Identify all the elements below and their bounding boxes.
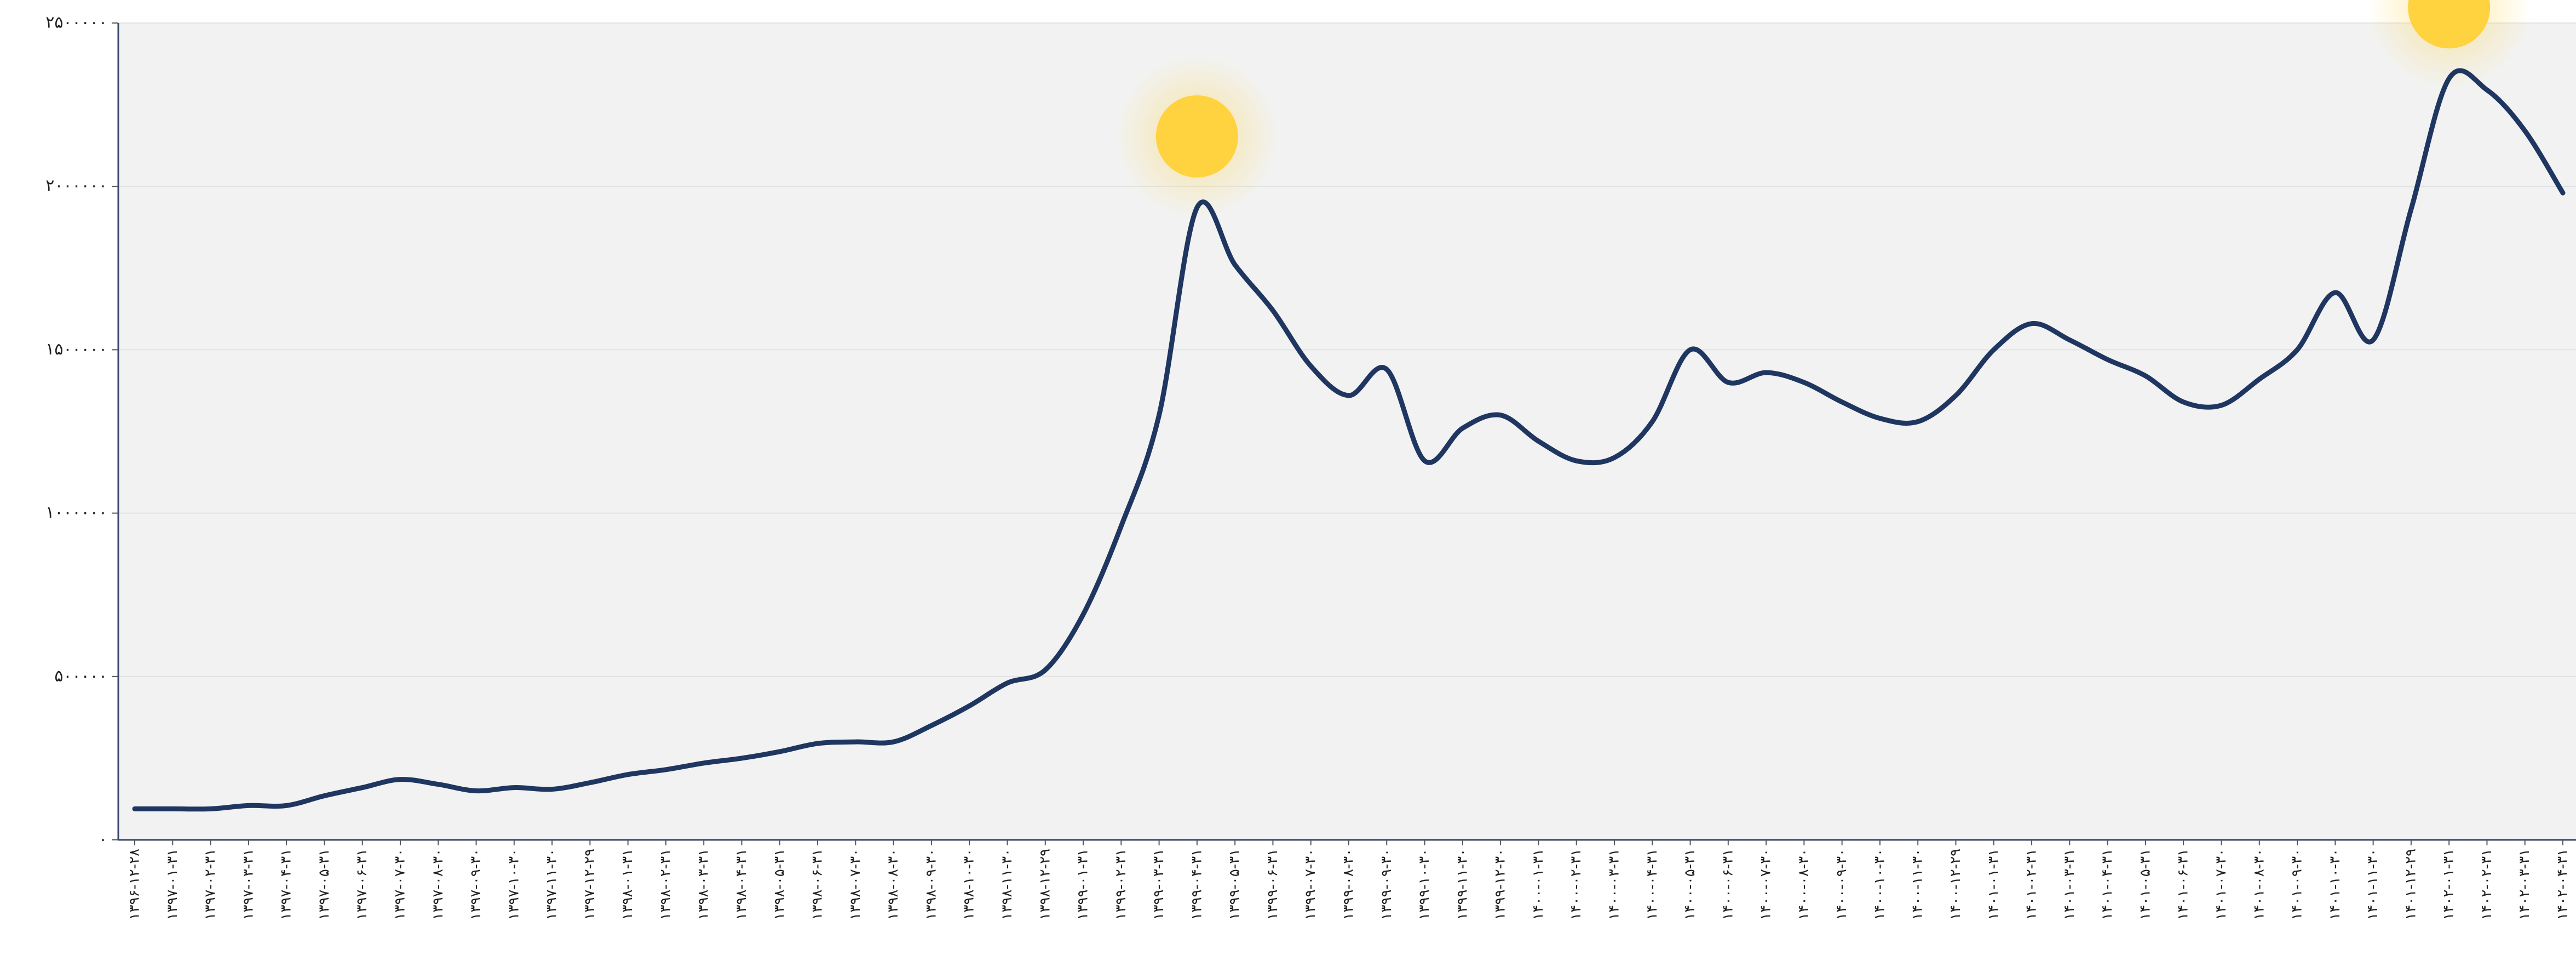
x-tick-label: ۱۴۰۱-۰۲-۳۱ (2023, 849, 2040, 920)
x-tick-label: ۱۳۹۹-۰۸-۳۰ (1341, 849, 1357, 920)
x-tick-label: ۱۳۹۸-۱۱-۳۰ (999, 849, 1015, 920)
x-tick-label: ۱۳۹۶-۱۲-۲۸ (127, 849, 143, 920)
x-tick-label: ۱۴۰۱-۱۱-۳۰ (2365, 849, 2381, 920)
x-tick-label: ۱۳۹۸-۰۲-۳۱ (657, 849, 674, 920)
x-tick-label: ۱۳۹۷-۰۴-۳۱ (278, 849, 295, 920)
x-tick-label: ۱۳۹۹-۰۲-۳۱ (1113, 849, 1129, 920)
x-tick-label: ۱۳۹۷-۱۱-۳۰ (544, 849, 560, 920)
x-tick-label: ۱۳۹۷-۰۱-۳۱ (164, 849, 181, 920)
x-tick-label: ۱۳۹۹-۱۲-۳۰ (1492, 849, 1509, 920)
x-tick-label: ۱۳۹۷-۰۳-۳۱ (240, 849, 256, 920)
x-tick-label: ۱۳۹۷-۱۰-۳۰ (505, 849, 522, 920)
x-tick-label: ۱۳۹۸-۰۶-۳۱ (809, 849, 826, 920)
x-tick-label: ۱۴۰۰-۰۴-۳۱ (1644, 849, 1660, 920)
x-tick-label: ۱۳۹۸-۱۲-۲۹ (1037, 849, 1053, 920)
x-tick-label: ۱۴۰۲-۰۴-۳۱ (2555, 849, 2571, 920)
x-tick-label: ۱۴۰۰-۰۶-۳۱ (1720, 849, 1736, 920)
x-tick-label: ۱۴۰۰-۰۵-۳۱ (1682, 849, 1698, 920)
x-tick-label: ۱۳۹۸-۰۱-۳۱ (619, 849, 636, 920)
x-tick-label: ۱۳۹۹-۰۳-۳۱ (1151, 849, 1167, 920)
x-tick-label: ۱۴۰۰-۰۳-۳۱ (1606, 849, 1622, 920)
y-tick-label: ۲۵۰۰۰۰۰ (45, 13, 107, 32)
x-tick-label: ۱۴۰۱-۰۷-۳۰ (2213, 849, 2229, 920)
x-tick-label: ۱۳۹۹-۰۵-۳۱ (1227, 849, 1243, 920)
x-tick-label: ۱۳۹۹-۰۹-۳۰ (1378, 849, 1395, 920)
x-tick-label: ۱۴۰۲-۰۲-۳۱ (2479, 849, 2495, 920)
y-tick-label: ۲۰۰۰۰۰۰ (45, 176, 107, 196)
plot-area (118, 23, 2576, 840)
x-tick-label: ۱۳۹۷-۰۷-۳۰ (392, 849, 408, 920)
x-tick-label: ۱۳۹۸-۰۳-۳۱ (695, 849, 712, 920)
x-tick-label: ۱۴۰۱-۰۹-۳۰ (2289, 849, 2305, 920)
x-tick-label: ۱۳۹۸-۰۵-۳۱ (771, 849, 787, 920)
x-tick-label: ۱۴۰۱-۱۰-۳۰ (2327, 849, 2343, 920)
y-tick-label: ۵۰۰۰۰۰ (54, 666, 107, 685)
line-series (132, 68, 2566, 812)
x-tick-label: ۱۴۰۱-۰۸-۳۰ (2251, 849, 2267, 920)
x-tick-label: ۱۳۹۷-۰۸-۳۰ (430, 849, 446, 920)
x-tick-label: ۱۳۹۸-۰۸-۳۰ (885, 849, 901, 920)
x-tick-label: ۱۴۰۰-۱۱-۳۰ (1910, 849, 1926, 920)
x-tick-label: ۱۴۰۲-۰۱-۳۱ (2441, 849, 2457, 920)
peak-highlight (1155, 95, 1238, 178)
x-tick-label: ۱۴۰۰-۰۲-۳۱ (1568, 849, 1584, 920)
y-tick-label: ۱۵۰۰۰۰۰ (45, 340, 107, 359)
x-tick-label: ۱۳۹۷-۱۲-۲۹ (582, 849, 598, 920)
x-tick-label: ۱۳۹۹-۰۶-۳۱ (1264, 849, 1281, 920)
y-tick-label: ۱۰۰۰۰۰۰ (45, 503, 107, 522)
x-tick-label: ۱۴۰۱-۰۳-۳۱ (2061, 849, 2078, 920)
x-tick-label: ۱۳۹۹-۱۱-۳۰ (1454, 849, 1470, 920)
x-tick-label: ۱۴۰۰-۱۲-۲۹ (1947, 849, 1964, 920)
x-tick-label: ۱۴۰۰-۰۹-۳۰ (1833, 849, 1850, 920)
x-tick-label: ۱۳۹۸-۰۹-۳۰ (923, 849, 939, 920)
x-tick-label: ۱۴۰۱-۱۲-۲۹ (2402, 849, 2419, 920)
x-tick-label: ۱۳۹۹-۰۴-۳۱ (1188, 849, 1205, 920)
x-tick-label: ۱۳۹۷-۰۲-۳۱ (202, 849, 219, 920)
x-tick-label: ۱۴۰۱-۰۵-۳۱ (2137, 849, 2153, 920)
x-tick-label: ۱۴۰۰-۰۱-۳۱ (1530, 849, 1546, 920)
x-tick-label: ۱۳۹۸-۰۷-۳۰ (847, 849, 864, 920)
x-tick-label: ۱۴۰۱-۰۴-۳۱ (2099, 849, 2115, 920)
x-tick-label: ۱۳۹۷-۰۵-۳۱ (316, 849, 332, 920)
x-tick-label: ۱۳۹۷-۰۹-۳۰ (468, 849, 484, 920)
x-tick-label: ۱۳۹۸-۰۴-۳۱ (733, 849, 750, 920)
x-tick-label: ۱۳۹۹-۰۷-۳۰ (1302, 849, 1319, 920)
peak-highlight (2408, 0, 2491, 49)
x-tick-label: ۱۴۰۰-۰۷-۳۰ (1758, 849, 1774, 920)
x-tick-label: ۱۴۰۰-۱۰-۳۰ (1871, 849, 1888, 920)
x-tick-label: ۱۴۰۱-۰۶-۳۱ (2175, 849, 2192, 920)
y-tick-label: ۰ (99, 830, 107, 849)
x-tick-label: ۱۴۰۲-۰۳-۳۱ (2516, 849, 2533, 920)
x-tick-label: ۱۳۹۷-۰۶-۳۱ (354, 849, 370, 920)
x-tick-label: ۱۴۰۱-۰۱-۳۱ (1985, 849, 2002, 920)
x-tick-label: ۱۳۹۸-۱۰-۳۰ (961, 849, 978, 920)
x-tick-label: ۱۳۹۹-۱۰-۳۰ (1416, 849, 1433, 920)
x-tick-label: ۱۳۹۹-۰۱-۳۱ (1075, 849, 1091, 920)
x-tick-label: ۱۴۰۰-۰۸-۳۰ (1796, 849, 1812, 920)
